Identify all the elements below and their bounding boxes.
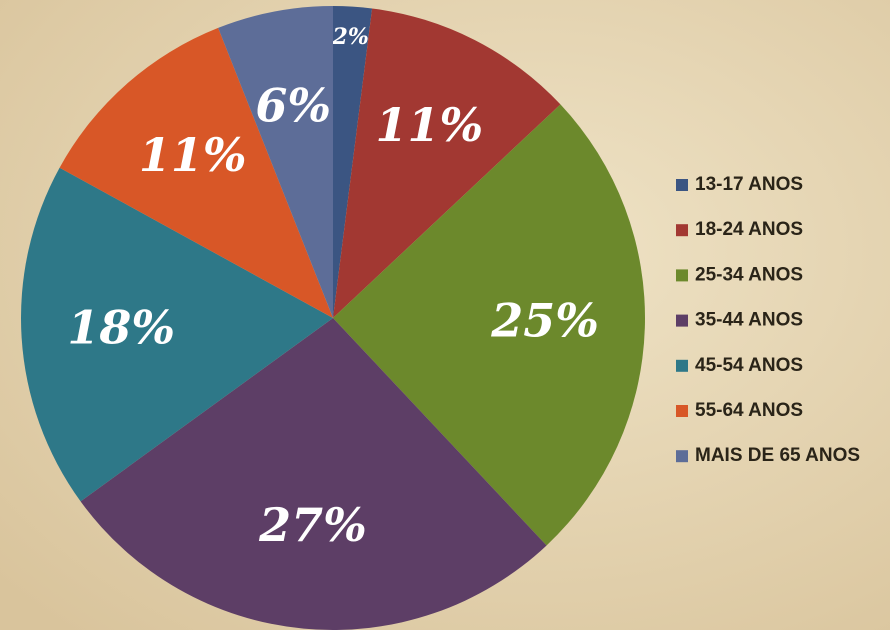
slice-label: 18% (67, 300, 175, 354)
slice-label: 6% (255, 79, 331, 133)
legend-label: MAIS DE 65 ANOS (695, 445, 860, 466)
slice-label: 25% (490, 294, 599, 348)
legend-swatch (676, 360, 688, 372)
legend-label: 45-54 ANOS (695, 355, 803, 376)
slice-label: 27% (258, 498, 367, 552)
slice-label: 11% (375, 98, 483, 152)
legend-label: 35-44 ANOS (695, 310, 803, 331)
pie: 2%11%25%27%18%11%6% (21, 6, 645, 630)
legend-label: 13-17 ANOS (695, 174, 803, 195)
legend-label: 55-64 ANOS (695, 400, 803, 421)
slice-label: 11% (139, 128, 247, 182)
legend-swatch (676, 269, 688, 281)
legend-swatch (676, 224, 688, 236)
slice-label: 2% (332, 24, 369, 50)
legend-swatch (676, 405, 688, 417)
legend-label: 18-24 ANOS (695, 219, 803, 240)
chart: 2%11%25%27%18%11%6% 13-17 ANOS18-24 ANOS… (0, 0, 890, 630)
legend-swatch (676, 179, 688, 191)
legend-swatch (676, 450, 688, 462)
legend-label: 25-34 ANOS (695, 264, 803, 285)
legend-swatch (676, 315, 688, 327)
